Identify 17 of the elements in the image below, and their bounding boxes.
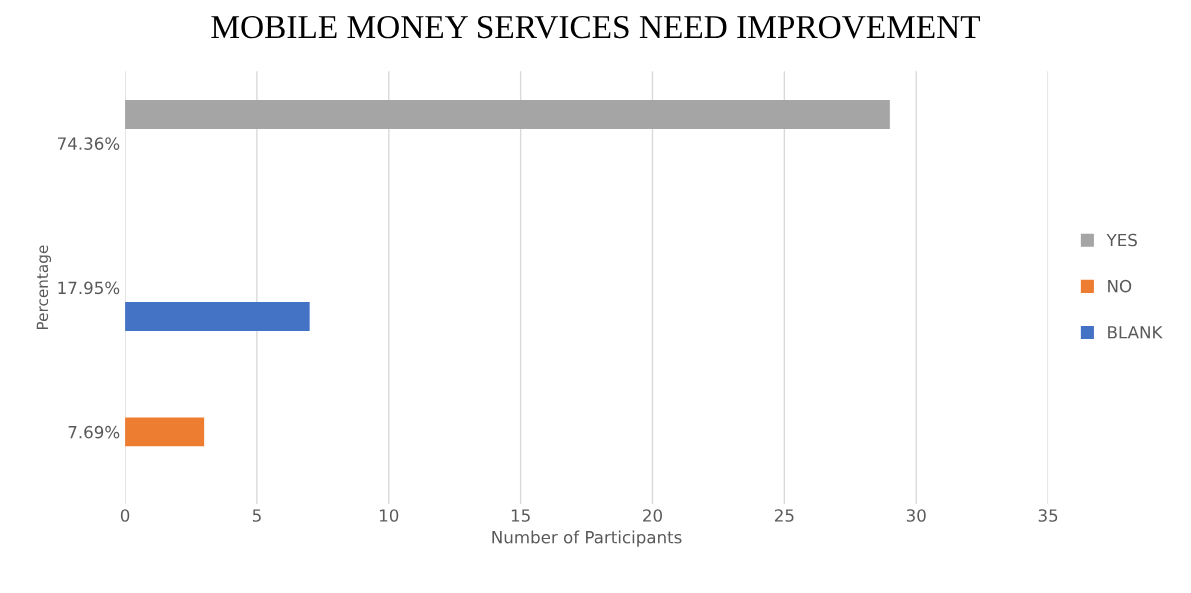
x-tick-label: 0 [120,509,130,522]
legend-label: BLANK [1108,326,1163,339]
x-axis-title: Number of Participants [492,530,682,547]
x-tick-label: 10 [380,509,399,522]
x-tick-label: 20 [643,509,662,522]
y-tick-label: 17.95% [58,281,120,295]
y-axis-title: Percentage [36,245,52,330]
x-tick-label: 30 [906,509,926,522]
x-tick-label: 25 [774,509,794,522]
y-tick-label: 7.69% [68,425,120,439]
x-tick-label: 35 [1038,509,1058,522]
x-tick-label: 5 [252,509,261,522]
chart-title: MOBILE MONEY SERVICES NEED IMPROVEMENT [211,15,981,39]
y-tick-label: 74.36% [58,137,120,150]
x-tick-label: 15 [511,509,530,522]
legend-label: YES [1106,233,1137,247]
legend-label: NO [1108,279,1132,293]
